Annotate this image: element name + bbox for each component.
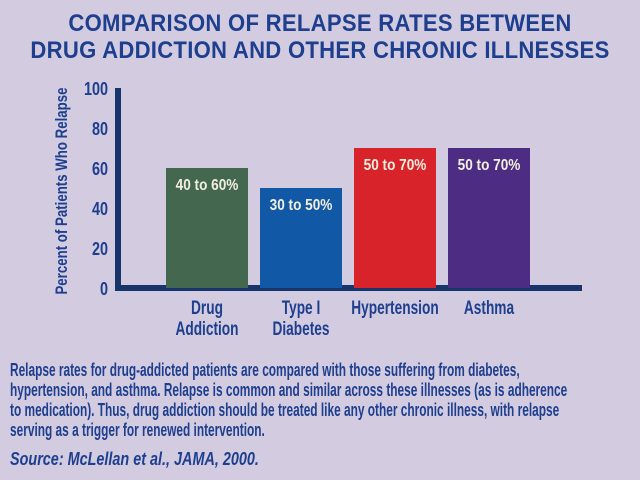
- x-category-label: Drug Addiction: [137, 298, 277, 340]
- caption-line: hypertension, and asthma. Relapse is com…: [10, 380, 568, 400]
- y-tick-label: 60: [91, 159, 108, 179]
- y-tick-label: 100: [83, 79, 108, 99]
- x-category-label-line: Drug: [191, 298, 223, 319]
- bar-type-i-diabetes: 30 to 50%: [260, 188, 342, 288]
- bar-hypertension: 50 to 70%: [354, 148, 436, 288]
- page-title: COMPARISON OF RELAPSE RATES BETWEEN DRUG…: [26, 10, 615, 64]
- source-text: Source: McLellan et al., JAMA, 2000.: [10, 449, 259, 469]
- caption-line: to medication). Thus, drug addiction sho…: [10, 400, 560, 420]
- caption-line: Relapse rates for drug-addicted patients…: [10, 360, 520, 380]
- x-category-label: Type I Diabetes: [231, 298, 371, 340]
- caption-line: serving as a trigger for renewed interve…: [10, 420, 265, 440]
- y-axis-label: Percent of Patients Who Relapse: [52, 87, 71, 295]
- y-tick-label: 20: [91, 239, 108, 259]
- bar-value-label: 30 to 50%: [269, 197, 333, 214]
- y-tick-label: 40: [91, 199, 108, 219]
- title-line-1: COMPARISON OF RELAPSE RATES BETWEEN: [68, 10, 572, 37]
- bar-value-label: 50 to 70%: [457, 157, 521, 174]
- y-tick-label: 0: [99, 279, 108, 299]
- y-tick-label: 80: [91, 119, 108, 139]
- bar-value-label: 50 to 70%: [363, 157, 427, 174]
- x-category-label-line: Type I: [281, 298, 321, 319]
- x-axis-line: [115, 285, 582, 291]
- x-category-label-line: Addiction: [175, 319, 239, 340]
- x-category-label-line: Asthma: [463, 298, 515, 319]
- bar-drug-addiction: 40 to 60%: [166, 168, 248, 288]
- bar-asthma: 50 to 70%: [448, 148, 530, 288]
- y-axis-line: [115, 88, 121, 291]
- x-category-label-line: Hypertension: [351, 298, 439, 319]
- x-category-label-line: Diabetes: [272, 319, 330, 340]
- caption: Relapse rates for drug-addicted patients…: [10, 360, 640, 440]
- x-category-label: Hypertension: [325, 298, 465, 319]
- title-line-2: DRUG ADDICTION AND OTHER CHRONIC ILLNESS…: [30, 37, 610, 64]
- x-category-label: Asthma: [419, 298, 559, 319]
- bar-value-label: 40 to 60%: [175, 177, 239, 194]
